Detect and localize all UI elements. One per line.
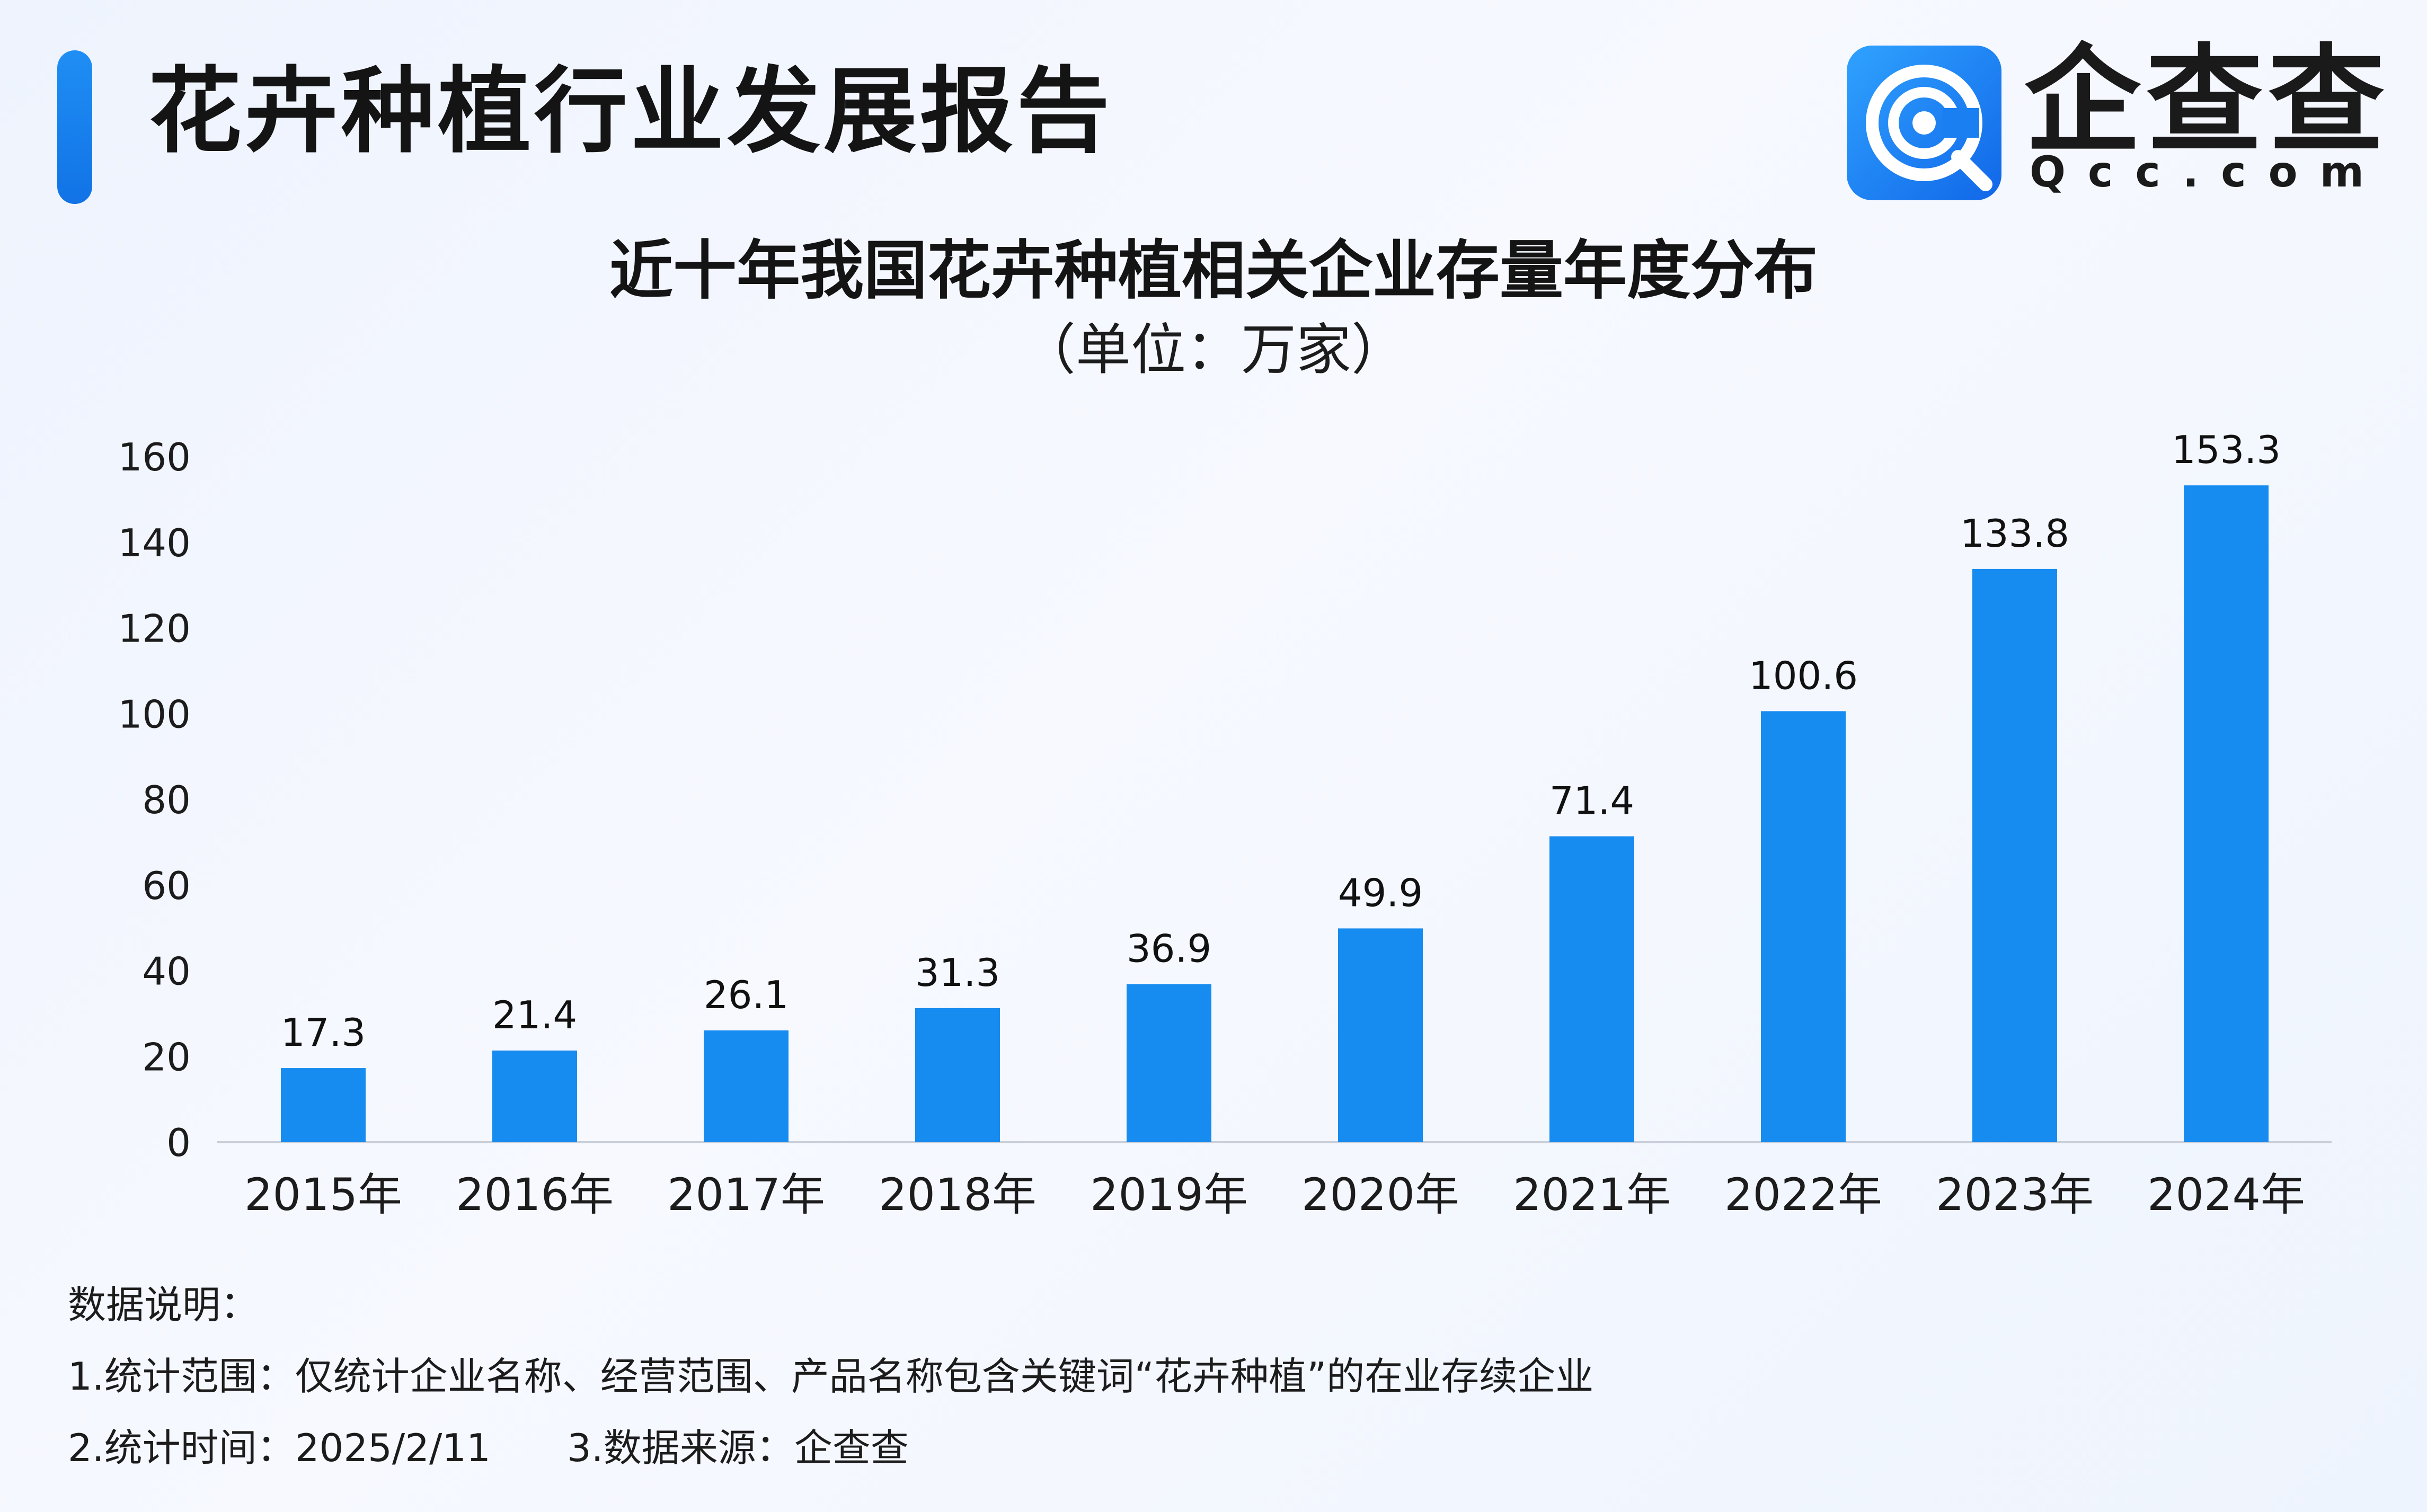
bar: [1549, 836, 1634, 1142]
bar: [1338, 928, 1423, 1142]
data-label: 31.3: [915, 950, 1000, 995]
qcc-logo-icon: [1847, 46, 2001, 200]
x-tick-label: 2015年: [244, 1169, 402, 1221]
notes-header: 数据说明：: [68, 1283, 259, 1327]
bar: [1127, 984, 1211, 1142]
x-tick-label: 2020年: [1301, 1169, 1459, 1221]
bar: [704, 1030, 789, 1142]
x-tick-label: 2016年: [456, 1169, 614, 1221]
x-tick-label: 2017年: [667, 1169, 825, 1221]
x-tick-label: 2024年: [2147, 1169, 2305, 1221]
data-label: 26.1: [704, 973, 789, 1017]
y-tick-label: 20: [142, 1035, 191, 1079]
bar: [1972, 568, 2057, 1142]
bar: [2184, 485, 2269, 1142]
x-tick-label: 2021年: [1513, 1169, 1671, 1221]
data-label: 21.4: [492, 993, 577, 1037]
bar: [281, 1068, 366, 1142]
y-tick-label: 120: [118, 607, 191, 651]
bar: [1761, 711, 1846, 1142]
x-tick-label: 2023年: [1936, 1169, 2094, 1221]
brand-domain: Qcc.com: [2030, 147, 2386, 197]
notes-source: 3.数据来源：企查查: [567, 1426, 909, 1470]
brand-name: 企查查: [2024, 33, 2390, 168]
bar: [492, 1050, 577, 1142]
data-label: 49.9: [1338, 870, 1423, 915]
y-tick-label: 60: [142, 864, 191, 908]
y-tick-label: 0: [166, 1120, 191, 1165]
title-accent-bar: [57, 50, 92, 204]
y-tick-label: 140: [118, 521, 191, 565]
y-tick-label: 40: [142, 949, 191, 994]
notes-time: 2.统计时间：2025/2/11: [68, 1426, 491, 1470]
data-label: 153.3: [2172, 428, 2281, 472]
data-label: 36.9: [1127, 927, 1211, 971]
y-tick-label: 100: [118, 692, 191, 736]
data-label: 133.8: [1960, 511, 2069, 556]
chart-subtitle: （单位：万家）: [1020, 317, 1406, 382]
data-label: 17.3: [281, 1010, 366, 1055]
y-tick-label: 80: [142, 778, 191, 822]
x-tick-label: 2019年: [1090, 1169, 1248, 1221]
bar: [915, 1008, 1000, 1142]
data-label: 100.6: [1749, 653, 1858, 698]
x-tick-label: 2018年: [879, 1169, 1037, 1221]
data-label: 71.4: [1549, 779, 1634, 823]
chart-title: 近十年我国花卉种植相关企业存量年度分布: [609, 234, 1818, 308]
notes-scope: 1.统计范围：仅统计企业名称、经营范围、产品名称包含关键词“花卉种植”的在业存续…: [68, 1354, 1594, 1399]
x-tick-label: 2022年: [1724, 1169, 1882, 1221]
report-title: 花卉种植行业发展报告: [148, 57, 1113, 166]
y-tick-label: 160: [118, 435, 191, 479]
